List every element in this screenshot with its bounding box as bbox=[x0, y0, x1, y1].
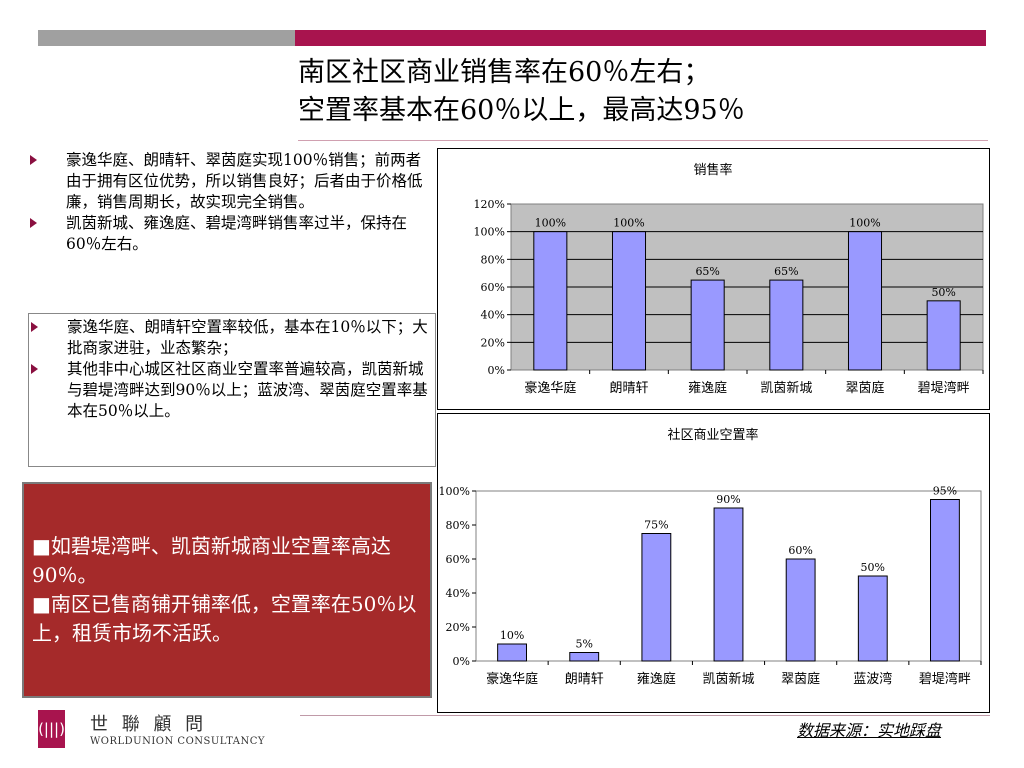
x-tick-label: 凯茵新城 bbox=[760, 380, 812, 396]
x-tick-label: 翠茵庭 bbox=[845, 380, 884, 396]
slide-title: 南区社区商业销售率在60％左右； 空置率基本在60％以上，最高达95％ bbox=[298, 54, 745, 130]
bar bbox=[847, 231, 883, 371]
data-label: 100% bbox=[613, 217, 644, 230]
y-tick-label: 20% bbox=[446, 621, 470, 634]
triangle-bullet-icon bbox=[30, 218, 37, 228]
bar bbox=[769, 279, 804, 371]
y-tick-label: 40% bbox=[481, 309, 505, 322]
sales-note-text: 凯茵新城、雍逸庭、碧堤湾畔销售率过半，保持在60％左右。 bbox=[66, 214, 408, 253]
data-label: 50% bbox=[931, 286, 955, 299]
data-label: 10% bbox=[500, 629, 524, 642]
data-label: 90% bbox=[716, 493, 740, 506]
x-tick-label: 翠茵庭 bbox=[781, 671, 820, 687]
bar bbox=[497, 643, 527, 662]
x-tick-label: 朗晴轩 bbox=[565, 672, 604, 687]
vacancy-note-text: 其他非中心城区社区商业空置率普遍较高，凯茵新城与碧堤湾畔达到90％以上；蓝波湾、… bbox=[67, 360, 428, 420]
data-label: 100% bbox=[849, 217, 880, 230]
x-tick-label: 蓝波湾 bbox=[853, 671, 892, 687]
sales-note-item: 凯茵新城、雍逸庭、碧堤湾畔销售率过半，保持在60％左右。 bbox=[28, 213, 434, 255]
data-label: 100% bbox=[535, 217, 566, 230]
data-label: 95% bbox=[933, 485, 957, 498]
highlight-line: ■南区已售商铺开铺率低，空置率在50％以上，租赁市场不活跃。 bbox=[32, 592, 417, 645]
slide-title-line-1: 南区社区商业销售率在60％左右； bbox=[298, 57, 711, 88]
header-bar-gray bbox=[38, 30, 295, 46]
triangle-bullet-icon bbox=[31, 322, 38, 332]
logo-chinese-name: 世 聯 顧 問 bbox=[90, 714, 208, 735]
x-tick-label: 碧堤湾畔 bbox=[919, 671, 971, 687]
bar bbox=[690, 279, 725, 371]
y-tick-label: 80% bbox=[481, 253, 505, 266]
y-tick-label: 60% bbox=[446, 553, 470, 566]
header-bar-accent bbox=[295, 30, 986, 46]
y-tick-label: 0% bbox=[488, 364, 505, 377]
highlight-box: ■如碧堤湾畔、凯茵新城商业空置率高达90％。 ■南区已售商铺开铺率低，空置率在5… bbox=[22, 482, 432, 698]
chart-title: 销售率 bbox=[693, 162, 732, 178]
vacancy-rate-chart: 社区商业空置率 0% 20% 40% 60% 80% 100% 10% 豪逸华庭 5% 朗晴轩 75%… bbox=[437, 413, 990, 713]
y-tick-label: 0% bbox=[453, 655, 470, 668]
vacancy-note-text: 豪逸华庭、朗晴轩空置率较低，基本在10％以下；大批商家进驻，业态繁杂； bbox=[67, 318, 428, 357]
bar bbox=[533, 231, 568, 371]
y-tick-label: 100% bbox=[474, 226, 505, 239]
x-tick-label: 雍逸庭 bbox=[637, 671, 676, 687]
vacancy-note-item: 其他非中心城区社区商业空置率普遍较高，凯茵新城与碧堤湾畔达到90％以上；蓝波湾、… bbox=[29, 359, 435, 422]
x-tick-label: 碧堤湾畔 bbox=[918, 380, 970, 396]
bar bbox=[926, 300, 961, 371]
vacancy-notes: 豪逸华庭、朗晴轩空置率较低，基本在10％以下；大批商家进驻，业态繁杂； 其他非中… bbox=[28, 313, 436, 467]
x-tick-label: 朗晴轩 bbox=[609, 381, 648, 396]
y-tick-label: 120% bbox=[474, 198, 505, 211]
y-tick-label: 20% bbox=[481, 336, 505, 349]
highlight-line: ■如碧堤湾畔、凯茵新城商业空置率高达90％。 bbox=[32, 534, 391, 587]
y-tick-label: 60% bbox=[481, 281, 505, 294]
data-label: 5% bbox=[575, 638, 592, 651]
triangle-bullet-icon bbox=[30, 155, 37, 165]
vacancy-note-item: 豪逸华庭、朗晴轩空置率较低，基本在10％以下；大批商家进驻，业态繁杂； bbox=[29, 317, 435, 359]
x-tick-label: 雍逸庭 bbox=[688, 380, 727, 396]
sales-rate-chart: 销售率 0% 20% 40% 60% 80% 100% 120% 100% 豪逸华庭 100% 朗晴轩… bbox=[437, 148, 990, 410]
vacancy-rate-chart-svg: 社区商业空置率 0% 20% 40% 60% 80% 100% 10% 豪逸华庭 5% 朗晴轩 75%… bbox=[439, 427, 982, 687]
bar bbox=[930, 499, 960, 662]
sales-notes: 豪逸华庭、朗晴轩、翠茵庭实现100％销售；前两者由于拥有区位优势，所以销售良好；… bbox=[28, 150, 434, 300]
data-label: 65% bbox=[774, 265, 798, 278]
x-tick-label: 豪逸华庭 bbox=[486, 671, 538, 687]
bar bbox=[641, 533, 672, 662]
title-divider bbox=[298, 140, 988, 141]
bar bbox=[569, 652, 600, 662]
sales-rate-chart-svg: 销售率 0% 20% 40% 60% 80% 100% 120% 100% 豪逸华庭 100% 朗晴轩… bbox=[474, 162, 984, 396]
data-label: 75% bbox=[644, 519, 668, 532]
slide-title-line-2: 空置率基本在60％以上，最高达95％ bbox=[298, 95, 745, 126]
data-source-note: 数据来源：实地踩盘 bbox=[797, 721, 942, 740]
data-label: 50% bbox=[861, 561, 885, 574]
logo-mark-icon: (|||) bbox=[38, 710, 65, 748]
y-tick-label: 40% bbox=[446, 587, 470, 600]
bar bbox=[713, 507, 744, 662]
triangle-bullet-icon bbox=[31, 364, 38, 374]
bar bbox=[611, 231, 647, 371]
sales-note-text: 豪逸华庭、朗晴轩、翠茵庭实现100％销售；前两者由于拥有区位优势，所以销售良好；… bbox=[66, 151, 423, 211]
x-tick-label: 豪逸华庭 bbox=[524, 380, 576, 396]
y-tick-label: 100% bbox=[439, 485, 470, 498]
sales-note-item: 豪逸华庭、朗晴轩、翠茵庭实现100％销售；前两者由于拥有区位优势，所以销售良好；… bbox=[28, 150, 434, 213]
company-logo: (|||) 世 聯 顧 問 WORLDUNION CONSULTANCY bbox=[38, 710, 278, 755]
data-label: 60% bbox=[788, 544, 812, 557]
y-tick-label: 80% bbox=[446, 519, 470, 532]
bar bbox=[857, 575, 888, 662]
bar bbox=[785, 558, 816, 662]
chart-title: 社区商业空置率 bbox=[667, 427, 758, 443]
data-label: 65% bbox=[695, 265, 719, 278]
logo-english-name: WORLDUNION CONSULTANCY bbox=[90, 736, 265, 747]
x-tick-label: 凯茵新城 bbox=[702, 671, 754, 687]
footer-divider bbox=[300, 715, 990, 716]
